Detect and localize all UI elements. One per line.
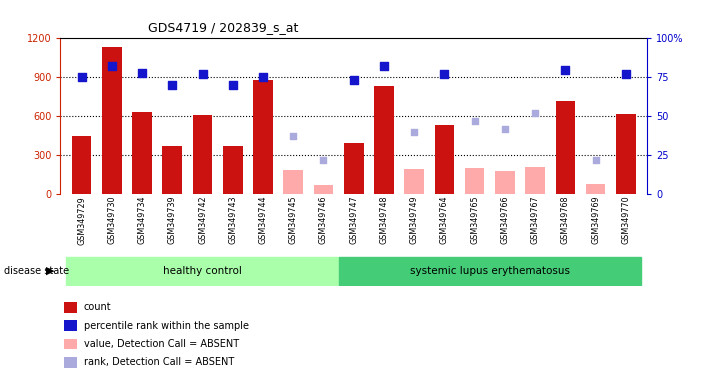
Bar [555, 101, 575, 194]
Bar [374, 86, 394, 194]
Text: GSM349730: GSM349730 [107, 196, 117, 244]
Text: GSM349747: GSM349747 [349, 196, 358, 244]
Bar [314, 185, 333, 194]
Bar [67, 257, 338, 285]
Text: ▶: ▶ [46, 266, 54, 276]
Point [439, 71, 450, 77]
Point [348, 77, 360, 83]
Text: GSM349746: GSM349746 [319, 196, 328, 244]
Text: GSM349749: GSM349749 [410, 196, 419, 244]
Bar [525, 167, 545, 194]
Bar [405, 169, 424, 194]
Text: GSM349764: GSM349764 [440, 196, 449, 244]
Point [76, 74, 87, 80]
Bar [193, 115, 213, 194]
Text: GSM349744: GSM349744 [259, 196, 267, 244]
Text: GDS4719 / 202839_s_at: GDS4719 / 202839_s_at [149, 22, 299, 35]
Point [499, 126, 510, 132]
Text: GSM349734: GSM349734 [137, 196, 146, 244]
Bar [495, 171, 515, 194]
Point [560, 66, 571, 73]
Text: GSM349729: GSM349729 [77, 196, 86, 245]
Bar [253, 80, 273, 194]
Text: GSM349766: GSM349766 [501, 196, 509, 244]
Text: count: count [84, 302, 112, 312]
Point [287, 133, 299, 139]
Text: disease state: disease state [4, 266, 69, 276]
Bar [465, 168, 484, 194]
Bar [338, 257, 641, 285]
Text: GSM349765: GSM349765 [470, 196, 479, 244]
Text: GSM349743: GSM349743 [228, 196, 237, 244]
Bar [132, 112, 152, 194]
Point [318, 157, 329, 163]
Bar [616, 114, 636, 194]
Text: GSM349770: GSM349770 [621, 196, 631, 244]
Text: value, Detection Call = ABSENT: value, Detection Call = ABSENT [84, 339, 239, 349]
Bar [434, 125, 454, 194]
Bar [163, 146, 182, 194]
Text: healthy control: healthy control [163, 266, 242, 276]
Text: GSM349745: GSM349745 [289, 196, 298, 244]
Point [620, 71, 631, 77]
Point [257, 74, 269, 80]
Point [137, 70, 148, 76]
Text: GSM349748: GSM349748 [380, 196, 388, 244]
Bar [586, 184, 606, 194]
Bar [72, 136, 92, 194]
Point [469, 118, 481, 124]
Point [227, 82, 238, 88]
Text: rank, Detection Call = ABSENT: rank, Detection Call = ABSENT [84, 358, 234, 367]
Point [409, 129, 420, 135]
Bar [102, 48, 122, 194]
Bar [223, 146, 242, 194]
Bar [284, 170, 303, 194]
Point [530, 110, 541, 116]
Point [378, 63, 390, 70]
Point [106, 63, 117, 70]
Text: percentile rank within the sample: percentile rank within the sample [84, 321, 249, 331]
Text: GSM349742: GSM349742 [198, 196, 207, 244]
Bar [344, 143, 363, 194]
Text: GSM349739: GSM349739 [168, 196, 177, 244]
Point [197, 71, 208, 77]
Point [590, 157, 602, 163]
Point [166, 82, 178, 88]
Text: GSM349769: GSM349769 [591, 196, 600, 244]
Text: GSM349768: GSM349768 [561, 196, 570, 244]
Text: GSM349767: GSM349767 [530, 196, 540, 244]
Text: systemic lupus erythematosus: systemic lupus erythematosus [410, 266, 570, 276]
